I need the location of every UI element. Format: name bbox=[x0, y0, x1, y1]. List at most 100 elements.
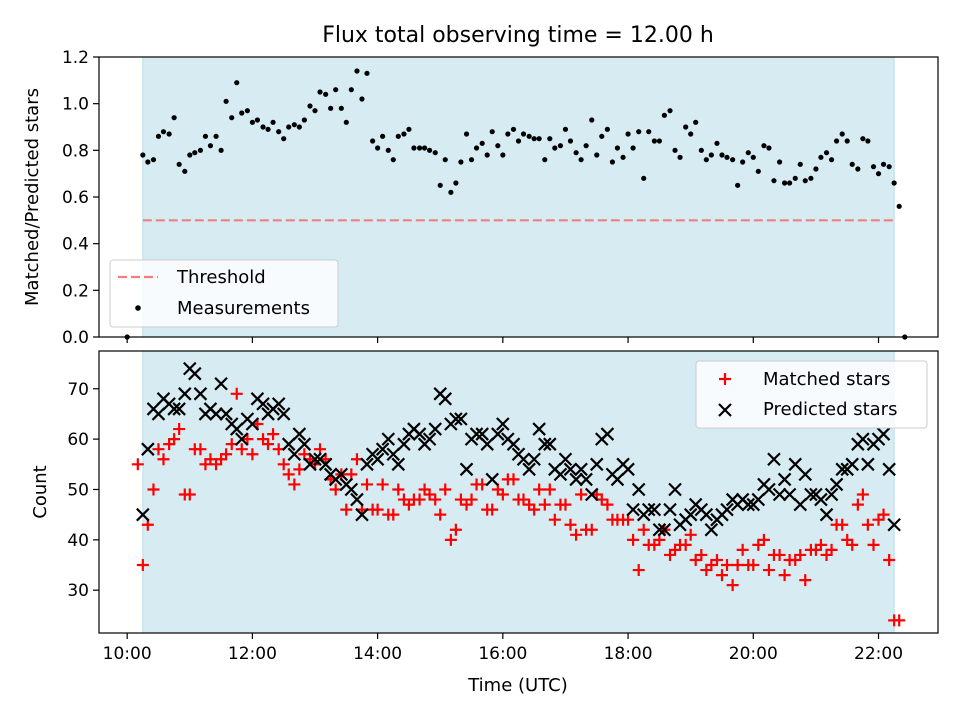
predicted-star-point bbox=[485, 472, 499, 487]
matched-star-point bbox=[465, 493, 478, 506]
predicted-star-point bbox=[334, 467, 349, 482]
measurement-point bbox=[359, 96, 365, 102]
predicted-star-point bbox=[355, 507, 369, 522]
predicted-star-point bbox=[824, 487, 839, 502]
predicted-star-point bbox=[308, 452, 322, 467]
predicted-star-point bbox=[496, 417, 510, 431]
measurement-point bbox=[620, 154, 626, 160]
measurement-point bbox=[724, 154, 730, 160]
matched-star-point bbox=[559, 498, 572, 511]
predicted-star-point bbox=[804, 487, 818, 502]
predicted-star-point bbox=[652, 522, 667, 537]
predicted-star-point bbox=[491, 427, 505, 441]
matched-star-point bbox=[413, 493, 426, 506]
measurement-point bbox=[547, 136, 553, 142]
measurement-point bbox=[839, 131, 845, 137]
predicted-star-point bbox=[777, 472, 792, 487]
predicted-star-point bbox=[538, 437, 552, 451]
ratio-legend-box bbox=[109, 259, 339, 328]
predicted-star-point bbox=[563, 462, 578, 477]
measurement-point bbox=[536, 136, 542, 142]
predicted-star-point bbox=[647, 502, 662, 517]
matched-star-point bbox=[340, 503, 353, 516]
matched-star-point bbox=[778, 569, 791, 582]
measurement-point bbox=[260, 124, 266, 130]
x-tick-label: 10:00 bbox=[103, 644, 152, 664]
predicted-star-point bbox=[350, 492, 364, 507]
x-tick-label: 14:00 bbox=[353, 644, 402, 664]
measurement-point bbox=[542, 157, 548, 163]
measurement-point bbox=[604, 126, 611, 132]
measurement-point bbox=[875, 171, 882, 177]
measurement-point bbox=[526, 133, 532, 139]
matched-star-point bbox=[230, 387, 243, 400]
measurement-point bbox=[719, 152, 725, 158]
measurement-point bbox=[573, 150, 579, 156]
measurement-point bbox=[656, 138, 662, 144]
measurement-point bbox=[672, 147, 678, 153]
ratio-y-axis-ticks: 0.0 0.2 0.4 0.6 0.8 1.0 1.2 bbox=[62, 48, 99, 348]
measurement-point bbox=[833, 138, 840, 144]
measurement-point bbox=[730, 157, 736, 163]
measurement-point bbox=[515, 138, 522, 144]
ratio-y-tick-label: 0.8 bbox=[62, 141, 89, 161]
legend-measurements-label: Measurements bbox=[177, 298, 310, 319]
ratio-y-tick-label: 1.2 bbox=[62, 48, 89, 68]
measurement-point bbox=[317, 89, 323, 95]
measurement-point bbox=[552, 145, 558, 151]
measurement-point bbox=[776, 159, 783, 165]
predicted-star-point bbox=[720, 502, 734, 517]
measurement-point bbox=[370, 138, 376, 144]
matched-star-point bbox=[329, 483, 342, 496]
predicted-star-point bbox=[579, 472, 593, 487]
x-tick-label: 20:00 bbox=[729, 644, 778, 664]
measurement-point bbox=[802, 178, 808, 184]
measurement-point bbox=[855, 166, 861, 172]
predicted-star-point bbox=[214, 376, 228, 391]
matched-star-point bbox=[168, 433, 181, 446]
measurement-point bbox=[254, 117, 261, 123]
predicted-star-point bbox=[856, 432, 870, 446]
measurement-point bbox=[782, 180, 788, 186]
count-y-tick-label: 50 bbox=[67, 480, 89, 500]
measurement-point bbox=[270, 119, 276, 125]
matched-star-point bbox=[131, 458, 144, 471]
matched-star-point bbox=[814, 538, 827, 551]
predicted-star-point bbox=[699, 507, 714, 522]
predicted-star-point bbox=[767, 452, 781, 467]
measurement-point bbox=[860, 136, 866, 142]
measurement-point bbox=[432, 150, 438, 156]
measurement-point bbox=[651, 138, 657, 144]
predicted-star-point bbox=[887, 517, 901, 532]
matched-star-point bbox=[679, 538, 692, 551]
measurement-point bbox=[406, 126, 412, 132]
predicted-star-point bbox=[386, 447, 401, 462]
measurement-point bbox=[505, 131, 511, 137]
matched-star-point bbox=[794, 548, 807, 561]
measurement-point bbox=[385, 147, 391, 153]
count-y-axis-ticks: 30 40 50 60 70 bbox=[67, 380, 99, 601]
matched-star-point bbox=[695, 548, 708, 561]
measurement-point bbox=[333, 87, 339, 93]
measurement-point bbox=[421, 145, 428, 151]
legend-predicted-swatch bbox=[718, 403, 732, 417]
matched-star-point bbox=[757, 533, 770, 546]
measurement-point bbox=[495, 143, 501, 149]
predicted-star-point bbox=[428, 422, 443, 436]
measurement-point bbox=[176, 161, 182, 167]
predicted-star-point bbox=[741, 497, 756, 512]
measurement-point bbox=[364, 70, 370, 76]
matched-star-point bbox=[726, 579, 739, 592]
predicted-star-point bbox=[641, 502, 656, 517]
measurement-point bbox=[589, 117, 595, 123]
measurement-point bbox=[636, 129, 642, 135]
measurement-point bbox=[411, 145, 417, 151]
measurement-point bbox=[870, 164, 877, 170]
measurement-point bbox=[844, 138, 850, 144]
measurement-point bbox=[448, 189, 454, 195]
legend-matched-label: Matched stars bbox=[763, 369, 890, 390]
ratio-y-tick-label: 1.0 bbox=[62, 95, 89, 115]
measurement-point bbox=[291, 122, 297, 128]
matched-star-point bbox=[507, 473, 520, 486]
predicted-star-point bbox=[782, 487, 797, 502]
